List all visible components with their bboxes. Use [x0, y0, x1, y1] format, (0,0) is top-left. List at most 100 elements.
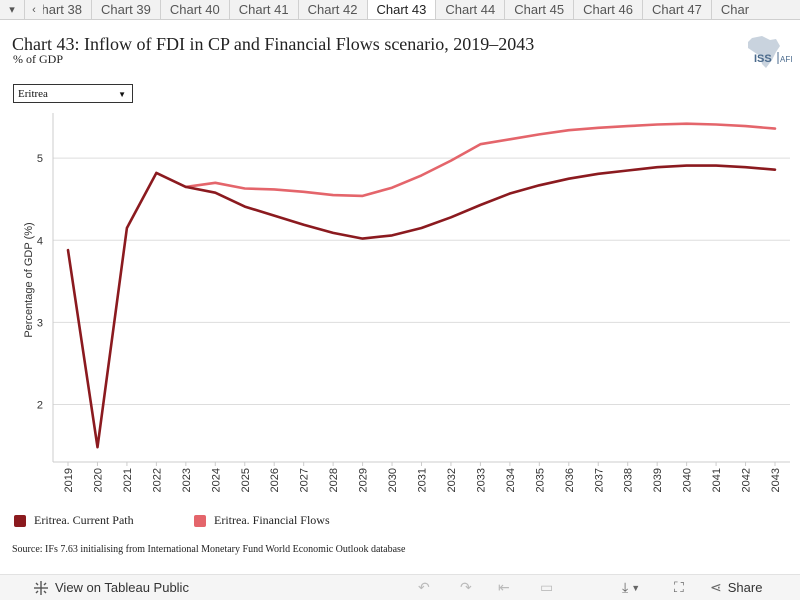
data-point-current-path[interactable] — [301, 222, 307, 228]
tab-chart-45[interactable]: Chart 45 — [505, 0, 575, 19]
x-tick-label: 2033 — [475, 468, 487, 492]
x-tick-label: 2036 — [564, 468, 576, 492]
x-tick-label: 2029 — [358, 468, 370, 492]
x-tick-label: 2023 — [181, 468, 193, 492]
series-layer — [65, 121, 778, 450]
tab-chart-40[interactable]: Chart 40 — [161, 0, 230, 19]
download-icon[interactable]: ⤓ ▼ — [622, 579, 641, 595]
x-tick-label: 2037 — [593, 468, 605, 492]
data-point-financial-flows[interactable] — [507, 136, 513, 142]
tableau-logo-icon — [34, 580, 48, 595]
legend-item-current-path[interactable]: Eritrea. Current Path — [14, 513, 134, 528]
x-tick-label: 2024 — [210, 468, 222, 492]
data-point-current-path[interactable] — [212, 190, 218, 196]
sheet-tab-bar: ▾ ‹ Chart 38 Chart 39 Chart 40 Chart 41 … — [0, 0, 800, 20]
y-tick-label: 2 — [37, 400, 43, 412]
data-point-current-path[interactable] — [566, 176, 572, 182]
tab-chart-38[interactable]: Chart 38 — [43, 0, 92, 19]
y-tick-label: 5 — [37, 153, 43, 165]
tab-chart-44[interactable]: Chart 44 — [436, 0, 506, 19]
tab-chart-41[interactable]: Chart 41 — [230, 0, 299, 19]
data-point-financial-flows[interactable] — [330, 192, 336, 198]
data-point-financial-flows[interactable] — [684, 121, 690, 127]
tab-chart-48-partial[interactable]: Char — [720, 2, 750, 17]
caret-down-icon: ▼ — [118, 90, 126, 99]
x-tick-label: 2030 — [387, 468, 399, 492]
data-point-current-path[interactable] — [271, 213, 277, 219]
chevron-down-icon[interactable]: ▾ — [0, 0, 25, 19]
data-point-financial-flows[interactable] — [625, 123, 631, 129]
data-point-current-path[interactable] — [448, 214, 454, 220]
data-point-current-path[interactable] — [713, 163, 719, 169]
data-point-financial-flows[interactable] — [301, 189, 307, 195]
axis-layer: 2 3 4 5 2019 2020 2021 2022 2023 2024 2025 2026 2027… — [37, 113, 790, 492]
data-point-financial-flows[interactable] — [271, 186, 277, 192]
tab-chart-42[interactable]: Chart 42 — [299, 0, 368, 19]
x-tick-label: 2040 — [682, 468, 694, 492]
view-on-tableau-label: View on Tableau Public — [55, 580, 189, 595]
data-point-current-path[interactable] — [183, 184, 189, 190]
data-point-financial-flows[interactable] — [595, 125, 601, 131]
x-tick-label: 2028 — [328, 468, 340, 492]
share-button[interactable]: ⋖ Share — [710, 575, 762, 600]
data-point-current-path[interactable] — [772, 167, 778, 173]
chevron-left-icon[interactable]: ‹ — [32, 3, 36, 16]
data-point-financial-flows[interactable] — [448, 158, 454, 164]
data-point-current-path[interactable] — [477, 202, 483, 208]
data-point-financial-flows[interactable] — [212, 180, 218, 186]
x-tick-label: 2034 — [505, 468, 517, 492]
data-point-current-path[interactable] — [743, 164, 749, 170]
tab-chart-46[interactable]: Chart 46 — [574, 0, 643, 19]
legend-item-financial-flows[interactable]: Eritrea. Financial Flows — [194, 513, 330, 528]
tab-chart-47[interactable]: Chart 47 — [643, 0, 712, 19]
tab-chart-39[interactable]: Chart 39 — [92, 0, 161, 19]
x-tick-label: 2019 — [63, 468, 75, 492]
data-point-financial-flows[interactable] — [360, 193, 366, 199]
data-point-financial-flows[interactable] — [743, 123, 749, 129]
data-point-current-path[interactable] — [507, 190, 513, 196]
data-point-current-path[interactable] — [360, 236, 366, 242]
tab-chart-43[interactable]: Chart 43 — [367, 0, 437, 19]
data-point-current-path[interactable] — [536, 182, 542, 188]
data-point-current-path[interactable] — [153, 170, 159, 176]
data-point-financial-flows[interactable] — [566, 127, 572, 133]
series-line-current-path[interactable] — [66, 164, 777, 449]
grid-layer — [53, 157, 790, 406]
view-on-tableau-button[interactable]: View on Tableau Public — [32, 575, 189, 600]
data-point-current-path[interactable] — [94, 444, 100, 450]
data-point-current-path[interactable] — [65, 247, 71, 253]
undo-icon[interactable]: ↶ — [418, 579, 430, 595]
revert-icon[interactable]: ⇤ — [498, 579, 510, 595]
x-tick-label: 2031 — [417, 468, 429, 492]
legend-label-financial-flows: Eritrea. Financial Flows — [214, 513, 330, 527]
series-line-financial-flows[interactable] — [184, 122, 777, 198]
data-point-current-path[interactable] — [330, 230, 336, 236]
data-point-financial-flows[interactable] — [477, 141, 483, 147]
data-point-current-path[interactable] — [595, 171, 601, 177]
data-point-financial-flows[interactable] — [536, 131, 542, 137]
data-point-financial-flows[interactable] — [389, 185, 395, 191]
data-point-current-path[interactable] — [419, 225, 425, 231]
country-filter-dropdown[interactable]: Eritrea ▼ — [13, 84, 133, 103]
data-point-current-path[interactable] — [124, 225, 130, 231]
x-tick-label: 2032 — [446, 468, 458, 492]
data-point-financial-flows[interactable] — [419, 172, 425, 178]
logo-text-suffix: AFI — [780, 55, 792, 64]
fullscreen-icon[interactable]: ⛶ — [674, 579, 684, 595]
data-point-current-path[interactable] — [625, 167, 631, 173]
data-point-financial-flows[interactable] — [713, 121, 719, 127]
data-point-financial-flows[interactable] — [654, 121, 660, 127]
x-tick-label: 2027 — [299, 468, 311, 492]
redo-icon[interactable]: ↷ — [460, 579, 472, 595]
chart-subtitle: % of GDP — [13, 52, 63, 66]
pause-icon[interactable]: ▭ — [540, 579, 554, 595]
data-point-financial-flows[interactable] — [772, 126, 778, 132]
x-tick-label: 2020 — [92, 468, 104, 492]
data-point-current-path[interactable] — [684, 163, 690, 169]
data-point-current-path[interactable] — [242, 204, 248, 210]
chart-title: Chart 43: Inflow of FDI in CP and Financ… — [12, 34, 535, 54]
data-point-current-path[interactable] — [654, 164, 660, 170]
data-point-financial-flows[interactable] — [242, 186, 248, 192]
source-note: Source: IFs 7.63 initialising from Inter… — [12, 544, 406, 555]
data-point-current-path[interactable] — [389, 232, 395, 238]
